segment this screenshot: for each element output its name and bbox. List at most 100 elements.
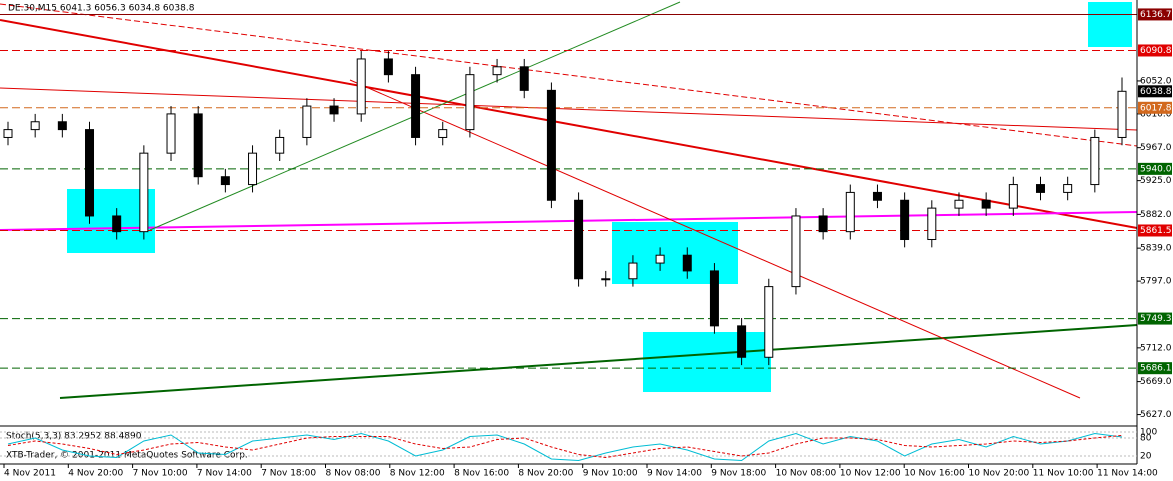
stoch-line	[7, 432, 1123, 462]
candle-body	[112, 215, 122, 233]
candle-body	[655, 254, 665, 264]
x-tick-label: 7 Nov 14:00	[197, 469, 252, 479]
candle-body	[275, 136, 285, 154]
candle-body	[601, 278, 611, 281]
candle-body	[3, 129, 13, 138]
indicator-title: Stoch(5,3,3) 83.2952 88.4890	[6, 432, 142, 442]
candle-body	[709, 270, 719, 327]
candle-body	[383, 58, 393, 76]
x-tick-label: 7 Nov 18:00	[261, 469, 316, 479]
chart-title: DE.30,M15 6041.3 6056.3 6034.8 6038.8	[8, 4, 195, 14]
trend-line	[349, 79, 1081, 399]
x-tick-label: 9 Nov 18:00	[711, 469, 766, 479]
y-tick-label: 5839.0	[1140, 244, 1172, 254]
candle-body	[791, 215, 801, 288]
x-tick-label: 8 Nov 16:00	[454, 469, 509, 479]
candle-body	[302, 105, 312, 138]
level-label-bg	[1138, 8, 1172, 21]
x-tick-label: 10 Nov 08:00	[776, 469, 837, 479]
candle-body	[818, 215, 828, 233]
level-label: 6017.8	[1140, 103, 1172, 113]
y-tick-label: 5627.0	[1140, 410, 1172, 420]
candle-body	[248, 152, 258, 186]
x-tick-label: 8 Nov 20:00	[518, 469, 573, 479]
y-tick-label: 80	[1140, 434, 1152, 444]
level-label: 6136.7	[1140, 10, 1172, 20]
zone-box	[643, 332, 771, 392]
x-tick-label: 10 Nov 12:00	[840, 469, 901, 479]
x-tick-label: 4 Nov 20:00	[68, 469, 123, 479]
candle-body	[166, 113, 176, 154]
footer: XTB-Trader, © 2001-2011 MetaQuotes Softw…	[6, 451, 248, 461]
x-tick-label: 7 Nov 10:00	[133, 469, 188, 479]
level-label: 6038.8	[1140, 87, 1172, 97]
y-tick-label: 5797.0	[1140, 277, 1172, 287]
candle-body	[1008, 184, 1018, 209]
candle-body	[872, 191, 882, 201]
candle-body	[492, 66, 502, 76]
y-tick-label: 6052.0	[1140, 76, 1172, 86]
level-label-bg	[1138, 44, 1172, 57]
level-label-bg	[1138, 162, 1172, 175]
level-label: 5861.5	[1140, 226, 1172, 236]
level-label: 5686.1	[1140, 364, 1172, 374]
trend-line	[0, 211, 1138, 231]
x-tick-label: 9 Nov 14:00	[647, 469, 702, 479]
candle-body	[574, 199, 584, 280]
level-label-bg	[1138, 362, 1172, 375]
x-tick-label: 10 Nov 16:00	[904, 469, 965, 479]
candle-body	[329, 105, 339, 115]
candle-body	[764, 286, 774, 358]
y-tick-label: 5925.0	[1140, 176, 1172, 186]
trend-line	[59, 324, 1138, 399]
y-tick-label: 5882.0	[1140, 210, 1172, 220]
candle-body	[193, 113, 203, 178]
x-tick-label: 8 Nov 08:00	[326, 469, 381, 479]
candle-body	[546, 89, 556, 201]
level-label: 5749.3	[1140, 314, 1172, 324]
candle-body	[1035, 184, 1045, 193]
x-tick-label: 4 Nov 2011	[4, 469, 56, 479]
level-label-bg	[1138, 85, 1172, 98]
candle-body	[1090, 136, 1100, 186]
x-tick-label: 8 Nov 12:00	[390, 469, 445, 479]
stoch-line	[7, 434, 1123, 459]
candle-body	[30, 121, 40, 131]
y-tick-label: 20	[1140, 452, 1152, 462]
candle-body	[737, 325, 747, 358]
candle-body	[954, 199, 964, 209]
y-tick-label: 5712.0	[1140, 343, 1172, 353]
candle-body	[981, 199, 991, 209]
x-tick-label: 11 Nov 14:00	[1097, 469, 1158, 479]
zone-box	[1088, 2, 1132, 47]
candle-body	[682, 254, 692, 272]
x-tick-label: 11 Nov 10:00	[1033, 469, 1094, 479]
y-tick-label: 6010.0	[1140, 109, 1172, 119]
trend-line	[0, 19, 1138, 229]
x-tick-label: 9 Nov 10:00	[583, 469, 638, 479]
trend-line	[0, 87, 1138, 131]
level-label: 5940.0	[1140, 164, 1172, 174]
y-tick-label: 5669.0	[1140, 377, 1172, 387]
candle-body	[465, 74, 475, 131]
candle-body	[519, 66, 529, 91]
level-label: 6090.8	[1140, 46, 1172, 56]
x-tick-label: 10 Nov 20:00	[969, 469, 1030, 479]
candle-body	[845, 191, 855, 233]
candle-body	[57, 121, 67, 131]
candle-body	[900, 199, 910, 241]
candle-body	[438, 129, 448, 138]
candle-body	[139, 152, 149, 233]
candle-body	[411, 74, 421, 138]
candle-body	[85, 129, 95, 217]
candle-body	[628, 262, 638, 280]
level-label-bg	[1138, 101, 1172, 114]
level-label-bg	[1138, 224, 1172, 237]
level-label-bg	[1138, 312, 1172, 325]
candle-body	[1117, 90, 1127, 138]
y-tick-label: 5967.0	[1140, 143, 1172, 153]
trend-line	[0, 3, 1138, 147]
y-tick-label: 100	[1140, 428, 1157, 438]
